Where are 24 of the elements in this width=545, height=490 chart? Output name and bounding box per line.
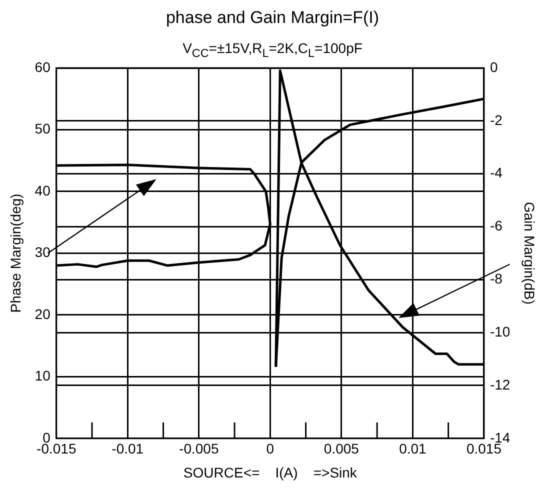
x-tick-label: 0.01 [399,440,427,457]
x-tick-label: 0.005 [324,440,360,457]
x-tick-label: -0.005 [179,440,219,457]
y2-tick-label: -6 [490,218,503,234]
y2-tick-label: -2 [490,112,503,128]
y-tick-label: 60 [34,58,51,75]
x-tick-label: -0.01 [112,440,144,457]
y2-tick-label: -12 [490,376,510,392]
y-tick-label: 30 [34,244,51,260]
y2-tick-label: 0 [490,58,498,75]
y2-axis-title: Gain Margin(dB) [522,202,538,305]
x-axis-title: SOURCE<= I(A) =>Sink [183,464,358,480]
y-tick-label: 20 [34,306,51,322]
y-tick-label: 0 [42,429,51,446]
y-axis-title: Phase Margin(deg) [7,194,24,313]
chart-title: phase and Gain Margin=F(I) [164,8,380,28]
y2-tick-label: -8 [490,270,503,287]
chart-subtitle: V$_{CC}$=±15V,R$_{L}$=2K,C$_{L}$=100pF [182,40,364,60]
y-tick-label: 50 [34,120,51,137]
x-tick-label: 0 [266,440,274,457]
y-tick-label: 10 [34,368,51,384]
y-tick-label: 40 [34,182,51,198]
y2-tick-label: -4 [490,164,503,181]
y2-tick-label: -10 [490,323,510,340]
